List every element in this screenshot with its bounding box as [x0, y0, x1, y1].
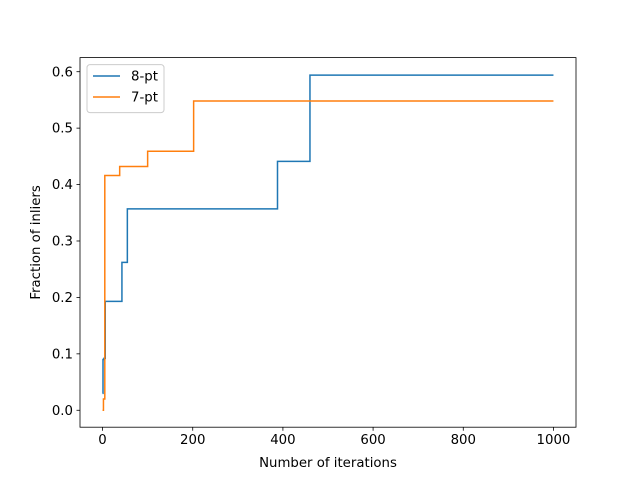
series-line-8-pt	[102, 74, 554, 395]
y-tick-label: 0.5	[52, 122, 73, 137]
x-tick-label: 1000	[537, 433, 571, 448]
y-axis-ticks: 0.0 0.1 0.2 0.3 0.4 0.5 0.6	[52, 65, 80, 419]
x-tick-label: 800	[451, 433, 476, 448]
x-axis-title: Number of iterations	[259, 456, 397, 471]
y-tick-label: 0.6	[52, 65, 73, 80]
y-tick-label: 0.4	[52, 178, 73, 193]
x-axis-ticks: 0 200 400 600 800 1000	[98, 427, 570, 448]
y-tick-label: 0.1	[52, 347, 73, 362]
axes-layer	[79, 57, 577, 428]
x-tick-label: 600	[360, 433, 385, 448]
legend-label-8-pt: 8-pt	[131, 70, 158, 85]
legend: 8-pt 7-pt	[86, 64, 165, 114]
x-tick-label: 400	[270, 433, 295, 448]
y-tick-label: 0.0	[52, 404, 73, 419]
x-tick-label: 200	[180, 433, 205, 448]
series-layer	[102, 74, 554, 412]
legend-items: 8-pt 7-pt	[93, 70, 158, 106]
y-axis-title: Fraction of inliers	[29, 185, 44, 300]
legend-label-7-pt: 7-pt	[131, 91, 158, 106]
y-tick-label: 0.2	[52, 291, 73, 306]
x-tick-label: 0	[98, 433, 106, 448]
series-line-7-pt	[102, 100, 554, 412]
plot-frame	[79, 57, 577, 428]
y-tick-label: 0.3	[52, 235, 73, 250]
